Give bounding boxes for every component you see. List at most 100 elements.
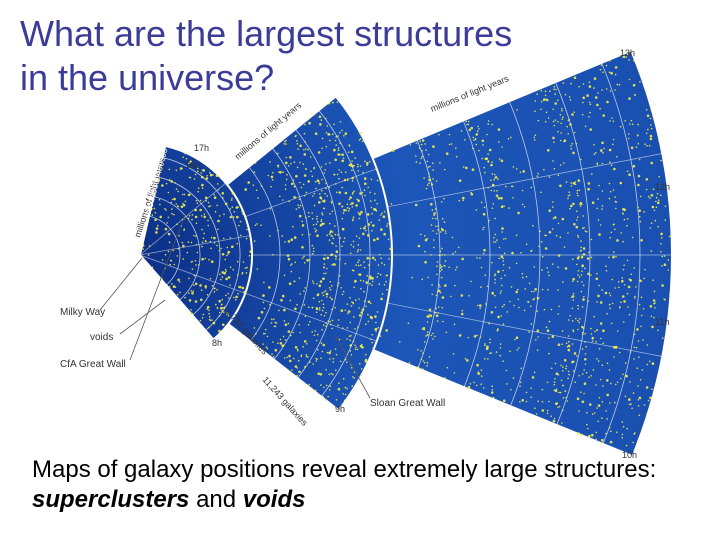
galaxy bbox=[638, 215, 641, 218]
galaxy bbox=[262, 332, 265, 335]
galaxy bbox=[338, 191, 342, 194]
galaxy bbox=[645, 132, 648, 135]
galaxy bbox=[323, 291, 325, 293]
galaxy bbox=[490, 163, 493, 167]
galaxy bbox=[637, 183, 640, 187]
galaxy bbox=[649, 396, 652, 400]
galaxy bbox=[303, 153, 307, 156]
galaxy bbox=[210, 247, 212, 250]
galaxy bbox=[615, 207, 617, 210]
galaxy bbox=[424, 250, 426, 253]
galaxy bbox=[614, 401, 616, 404]
galaxy bbox=[331, 242, 333, 244]
galaxy bbox=[523, 309, 526, 312]
galaxy bbox=[197, 170, 199, 173]
galaxy bbox=[204, 285, 207, 288]
galaxy bbox=[561, 109, 563, 112]
galaxy bbox=[321, 147, 323, 150]
galaxy bbox=[325, 369, 327, 371]
galaxy bbox=[593, 144, 595, 146]
galaxy bbox=[481, 139, 485, 143]
galaxy bbox=[370, 206, 373, 209]
galaxy bbox=[621, 279, 624, 283]
galaxy bbox=[628, 313, 631, 316]
galaxy bbox=[305, 343, 308, 345]
galaxy bbox=[562, 384, 564, 387]
galaxy bbox=[628, 97, 631, 100]
galaxy bbox=[533, 136, 536, 139]
galaxy bbox=[494, 282, 496, 284]
galaxy bbox=[553, 85, 556, 88]
galaxy bbox=[487, 160, 489, 163]
galaxy bbox=[231, 245, 234, 248]
galaxy bbox=[440, 267, 442, 269]
galaxy bbox=[596, 329, 599, 331]
galaxy bbox=[602, 329, 605, 333]
galaxy bbox=[487, 120, 490, 122]
galaxy bbox=[614, 89, 616, 91]
galaxy bbox=[605, 265, 607, 268]
galaxy bbox=[545, 98, 549, 102]
galaxy bbox=[630, 119, 633, 122]
galaxy bbox=[351, 169, 353, 172]
galaxy bbox=[492, 241, 495, 243]
galaxy bbox=[181, 193, 184, 196]
galaxy bbox=[266, 335, 269, 338]
galaxy bbox=[363, 189, 366, 191]
galaxy bbox=[642, 339, 644, 341]
galaxy bbox=[602, 71, 604, 73]
galaxy bbox=[299, 331, 302, 334]
galaxy bbox=[605, 432, 607, 435]
galaxy bbox=[327, 103, 329, 105]
galaxy bbox=[493, 237, 495, 239]
galaxy bbox=[276, 164, 279, 167]
galaxy bbox=[432, 162, 434, 164]
galaxy bbox=[323, 263, 326, 265]
galaxy bbox=[530, 387, 532, 390]
galaxy bbox=[491, 261, 493, 264]
galaxy bbox=[419, 140, 421, 142]
galaxy bbox=[371, 256, 375, 260]
galaxy bbox=[317, 372, 321, 376]
galaxy bbox=[352, 218, 354, 220]
galaxy bbox=[669, 292, 671, 295]
galaxy bbox=[428, 173, 430, 175]
galaxy bbox=[497, 270, 500, 274]
galaxy bbox=[491, 291, 495, 295]
galaxy bbox=[337, 284, 339, 287]
galaxy bbox=[663, 263, 667, 267]
galaxy bbox=[315, 229, 318, 232]
galaxy bbox=[565, 396, 567, 399]
galaxy bbox=[363, 177, 367, 180]
galaxy bbox=[562, 281, 564, 283]
galaxy bbox=[292, 179, 295, 181]
galaxy bbox=[433, 214, 435, 217]
galaxy bbox=[267, 174, 270, 177]
galaxy bbox=[540, 100, 543, 103]
galaxy bbox=[289, 299, 292, 302]
galaxy bbox=[164, 253, 167, 256]
galaxy bbox=[312, 224, 315, 226]
galaxy bbox=[316, 283, 318, 285]
galaxy bbox=[337, 135, 339, 137]
galaxy bbox=[605, 270, 608, 272]
galaxy bbox=[257, 316, 261, 320]
galaxy bbox=[350, 335, 352, 337]
galaxy bbox=[277, 229, 279, 232]
galaxy bbox=[561, 217, 565, 221]
distance-arc bbox=[318, 110, 371, 397]
galaxy bbox=[574, 183, 577, 186]
galaxy bbox=[335, 353, 338, 356]
galaxy bbox=[315, 223, 318, 225]
galaxy bbox=[252, 184, 255, 186]
galaxy bbox=[284, 140, 286, 143]
galaxy bbox=[432, 145, 435, 148]
galaxy bbox=[503, 205, 505, 207]
galaxy bbox=[579, 202, 583, 205]
galaxy bbox=[209, 240, 212, 243]
galaxy bbox=[343, 178, 347, 182]
galaxy bbox=[437, 229, 439, 231]
galaxy bbox=[428, 182, 430, 184]
galaxy bbox=[575, 142, 578, 145]
galaxy bbox=[580, 240, 582, 242]
